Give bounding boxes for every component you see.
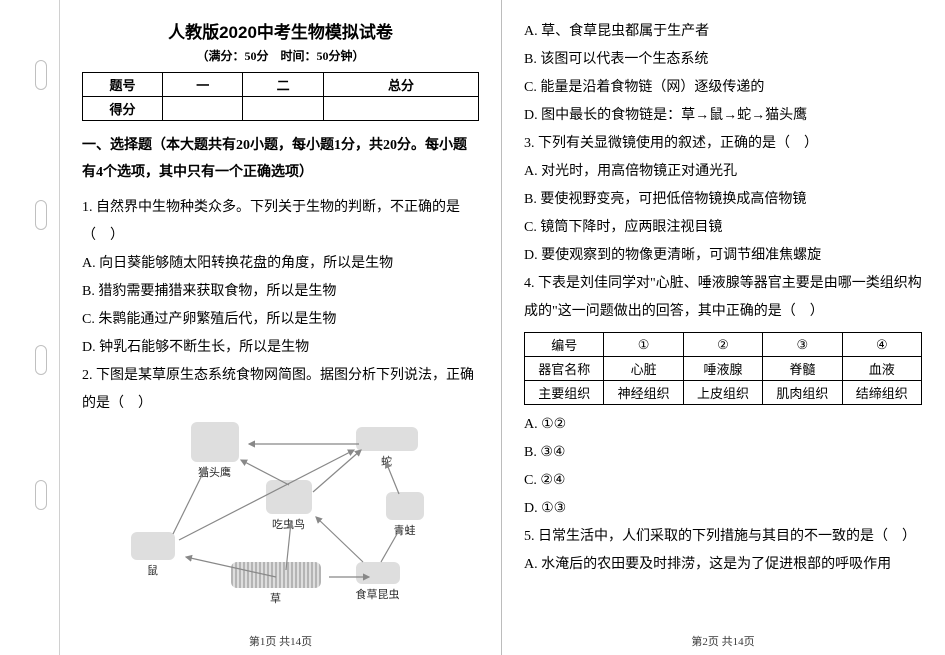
q4-th: 编号 xyxy=(525,333,604,357)
q2-option-b: B. 该图可以代表一个生态系统 xyxy=(524,46,922,74)
food-web-arrows xyxy=(131,422,431,607)
score-header: 二 xyxy=(243,73,323,97)
q4-stem: 4. 下表是刘佳同学对"心脏、唾液腺等器官主要是由哪一类组织构成的"这一问题做出… xyxy=(524,270,922,326)
binding-hole-icon xyxy=(35,200,47,230)
page-spread: 人教版2020中考生物模拟试卷 （满分：50分 时间：50分钟） 题号 一 二 … xyxy=(60,0,945,655)
q3-option-a: A. 对光时，用高倍物镜正对通光孔 xyxy=(524,158,922,186)
q4-option-d: D. ①③ xyxy=(524,495,922,523)
binding-gutter xyxy=(0,0,60,655)
table-row: 得分 xyxy=(83,97,479,121)
score-table: 题号 一 二 总分 得分 xyxy=(82,72,479,121)
exam-title: 人教版2020中考生物模拟试卷 xyxy=(82,18,479,43)
q4-th: ④ xyxy=(842,333,921,357)
score-header: 一 xyxy=(163,73,243,97)
food-web-diagram: 猫头鹰 蛇 青蛙 吃虫鸟 鼠 xyxy=(82,422,479,607)
page-2-footer: 第2页 共14页 xyxy=(502,633,944,649)
score-cell xyxy=(323,97,478,121)
q2-option-c: C. 能量是沿着食物链（网）逐级传递的 xyxy=(524,74,922,102)
q4-cell: 器官名称 xyxy=(525,357,604,381)
q1-option-b: B. 猎豹需要捕猎来获取食物，所以是生物 xyxy=(82,278,479,306)
q4-th: ③ xyxy=(763,333,842,357)
q4-cell: 脊髓 xyxy=(763,357,842,381)
q4-cell: 血液 xyxy=(842,357,921,381)
q4-cell: 结缔组织 xyxy=(842,381,921,405)
q4-table: 编号 ① ② ③ ④ 器官名称 心脏 唾液腺 脊髓 血液 主要组织 神经组织 上… xyxy=(524,332,922,405)
binding-hole-icon xyxy=(35,480,47,510)
q3-option-b: B. 要使视野变亮，可把低倍物镜换成高倍物镜 xyxy=(524,186,922,214)
q1-option-c: C. 朱鹮能通过产卵繁殖后代，所以是生物 xyxy=(82,306,479,334)
q4-th: ② xyxy=(683,333,762,357)
page-2: A. 草、食草昆虫都属于生产者 B. 该图可以代表一个生态系统 C. 能量是沿着… xyxy=(502,0,944,655)
q1-option-a: A. 向日葵能够随太阳转换花盘的角度，所以是生物 xyxy=(82,250,479,278)
q5-stem: 5. 日常生活中，人们采取的下列措施与其目的不一致的是（ ） xyxy=(524,523,922,551)
q4-cell: 神经组织 xyxy=(604,381,683,405)
table-row: 题号 一 二 总分 xyxy=(83,73,479,97)
q4-cell: 主要组织 xyxy=(525,381,604,405)
page-1: 人教版2020中考生物模拟试卷 （满分：50分 时间：50分钟） 题号 一 二 … xyxy=(60,0,502,655)
q3-option-c: C. 镜筒下降时，应两眼注视目镜 xyxy=(524,214,922,242)
q3-option-d: D. 要使观察到的物像更清晰，可调节细准焦螺旋 xyxy=(524,242,922,270)
page-1-footer: 第1页 共14页 xyxy=(60,633,501,649)
q4-cell: 唾液腺 xyxy=(683,357,762,381)
q5-option-a: A. 水淹后的农田要及时排涝，这是为了促进根部的呼吸作用 xyxy=(524,551,922,579)
q4-cell: 肌肉组织 xyxy=(763,381,842,405)
q4-option-c: C. ②④ xyxy=(524,467,922,495)
score-header: 总分 xyxy=(323,73,478,97)
score-cell xyxy=(163,97,243,121)
q4-th: ① xyxy=(604,333,683,357)
q2-option-d: D. 图中最长的食物链是：草→鼠→蛇→猫头鹰 xyxy=(524,102,922,130)
binding-hole-icon xyxy=(35,60,47,90)
score-label: 得分 xyxy=(83,97,163,121)
score-cell xyxy=(243,97,323,121)
q1-option-d: D. 钟乳石能够不断生长，所以是生物 xyxy=(82,334,479,362)
binding-hole-icon xyxy=(35,345,47,375)
exam-subtitle: （满分：50分 时间：50分钟） xyxy=(82,47,479,64)
q2-option-a: A. 草、食草昆虫都属于生产者 xyxy=(524,18,922,46)
q4-option-a: A. ①② xyxy=(524,411,922,439)
q2-stem: 2. 下图是某草原生态系统食物网简图。据图分析下列说法，正确的是（ ） xyxy=(82,362,479,418)
table-row: 主要组织 神经组织 上皮组织 肌肉组织 结缔组织 xyxy=(525,381,922,405)
table-row: 编号 ① ② ③ ④ xyxy=(525,333,922,357)
q4-cell: 心脏 xyxy=(604,357,683,381)
q4-option-b: B. ③④ xyxy=(524,439,922,467)
q1-stem: 1. 自然界中生物种类众多。下列关于生物的判断，不正确的是（ ） xyxy=(82,194,479,250)
q3-stem: 3. 下列有关显微镜使用的叙述，正确的是（ ） xyxy=(524,130,922,158)
table-row: 器官名称 心脏 唾液腺 脊髓 血液 xyxy=(525,357,922,381)
score-header: 题号 xyxy=(83,73,163,97)
q4-cell: 上皮组织 xyxy=(683,381,762,405)
section-1-heading: 一、选择题（本大题共有20小题，每小题1分，共20分。每小题有4个选项，其中只有… xyxy=(82,133,479,186)
